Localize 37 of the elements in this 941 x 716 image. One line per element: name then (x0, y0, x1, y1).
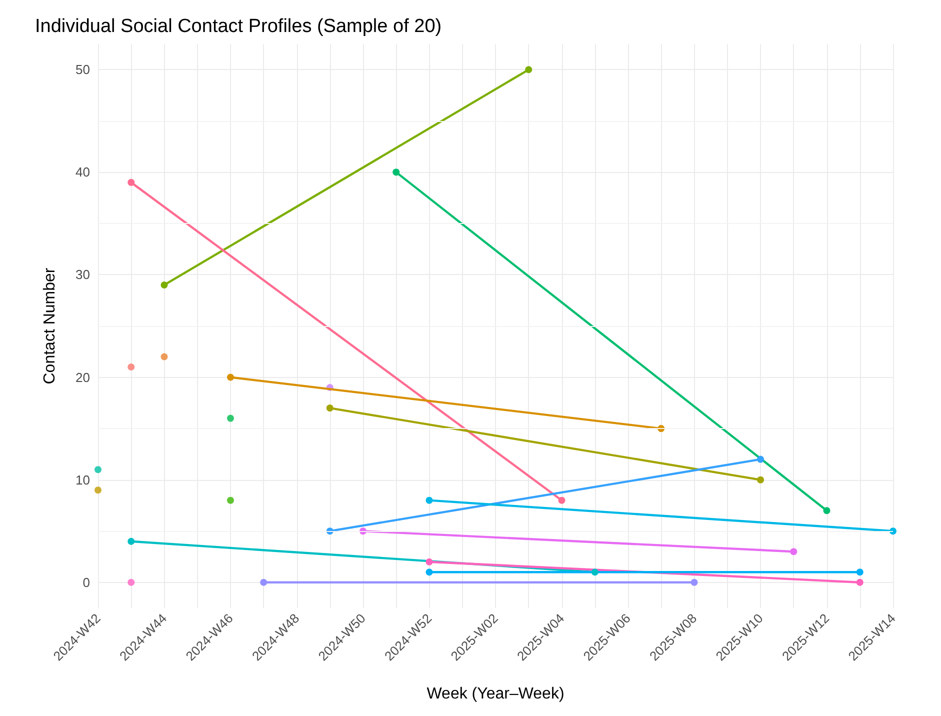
point (260, 578, 268, 586)
point (426, 558, 433, 566)
y-axis-title: Contact Number (42, 267, 58, 384)
point (690, 578, 698, 586)
y-tick-label: 0 (82, 574, 90, 590)
y-tick-label: 30 (76, 267, 90, 282)
y-tick-label: 20 (76, 370, 90, 385)
point (227, 374, 234, 381)
x-axis-title: Week (Year–Week) (426, 686, 564, 702)
point (94, 486, 102, 494)
point (856, 568, 864, 576)
point (890, 528, 896, 535)
y-tick-label: 50 (76, 62, 90, 78)
point (757, 476, 764, 484)
point (227, 496, 234, 504)
point (128, 538, 135, 545)
point (160, 281, 168, 288)
point (558, 496, 566, 504)
y-tick-label: 10 (76, 472, 90, 488)
point (392, 168, 400, 176)
point (856, 578, 864, 586)
point (426, 496, 433, 504)
point (160, 353, 168, 360)
point (128, 178, 135, 186)
point (326, 404, 334, 412)
point (790, 548, 798, 556)
y-tick-label: 40 (76, 164, 90, 180)
point (525, 66, 532, 74)
point (591, 568, 598, 576)
point (823, 507, 830, 514)
point (757, 456, 764, 463)
point (227, 414, 234, 422)
point (128, 364, 135, 371)
point (94, 466, 102, 474)
chart-title: Individual Social Contact Profiles (Sample of 20) (35, 16, 442, 37)
point (128, 578, 135, 586)
point (426, 568, 433, 576)
